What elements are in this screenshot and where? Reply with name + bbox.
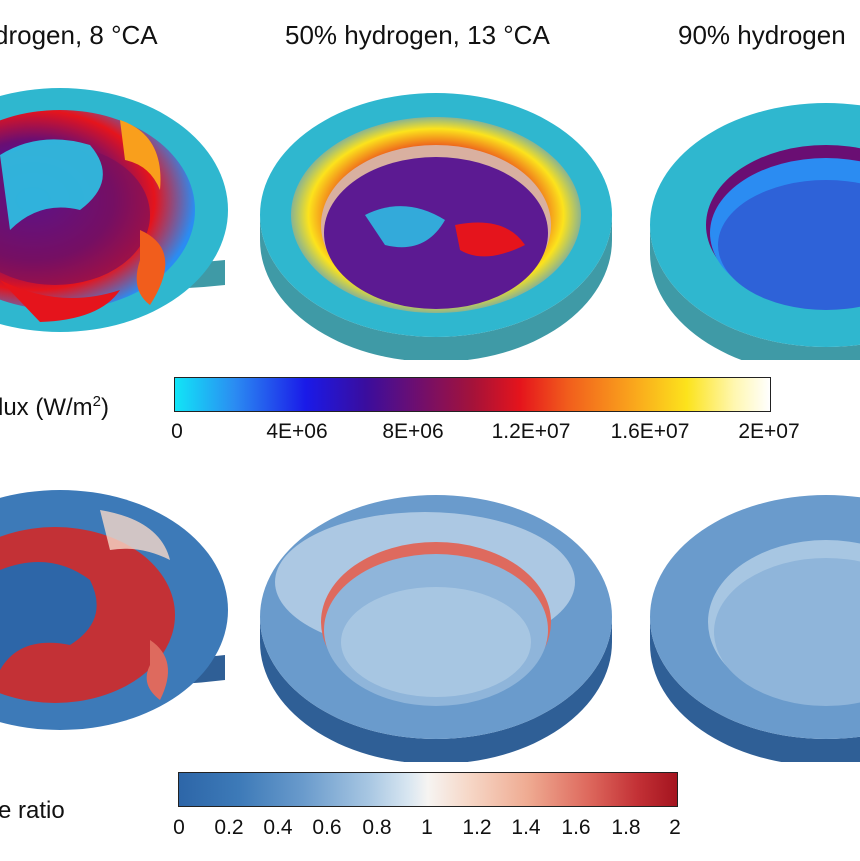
title-right: 90% hydrogen	[678, 20, 846, 50]
ratio-tick: 0.8	[362, 816, 392, 839]
title-left: drogen, 8 °CA	[0, 20, 158, 50]
ratio-tick: 0.6	[312, 816, 342, 839]
heat-flux-tick: 2E+07	[738, 420, 800, 443]
ratio-tick: 0	[173, 816, 185, 839]
ratio-tick: 2	[669, 816, 681, 839]
ratio-tick: 1.8	[611, 816, 641, 839]
heat-flux-label-close: )	[101, 394, 109, 421]
heat-flux-piston-right	[650, 103, 860, 360]
heat-flux-label-sup: 2	[92, 393, 101, 410]
heat-flux-colorbar-ticks: 0 4E+06 8E+06 1.2E+07 1.6E+07 2E+07	[0, 420, 860, 450]
heat-flux-colorbar	[174, 377, 771, 412]
heat-flux-label-text: lux (W/m	[0, 394, 93, 421]
heat-flux-tick: 0	[171, 420, 183, 443]
heat-flux-tick: 4E+06	[266, 420, 328, 443]
ratio-colorbar-ticks: 0 0.2 0.4 0.6 0.8 1 1.2 1.4 1.6 1.8 2	[0, 816, 860, 846]
title-middle: 50% hydrogen, 13 °CA	[285, 20, 550, 50]
ratio-piston-right	[650, 495, 860, 762]
heat-flux-tick: 1.6E+07	[610, 420, 690, 443]
ratio-tick: 0.2	[214, 816, 244, 839]
ratio-colorbar	[178, 772, 678, 807]
heat-flux-piston-middle	[260, 93, 612, 360]
ratio-label: e ratio	[0, 797, 65, 824]
ratio-tick: 0.4	[263, 816, 293, 839]
ratio-piston-middle	[260, 495, 612, 762]
ratio-tick: 1.6	[561, 816, 591, 839]
heat-flux-tick: 1.2E+07	[491, 420, 571, 443]
heat-flux-label: lux (W/m2)	[0, 393, 109, 422]
ratio-tick: 1	[421, 816, 433, 839]
ratio-tick: 1.2	[462, 816, 492, 839]
ratio-piston-left	[0, 490, 228, 730]
heat-flux-tick: 8E+06	[382, 420, 444, 443]
ratio-tick: 1.4	[511, 816, 541, 839]
heat-flux-piston-left	[0, 88, 228, 332]
